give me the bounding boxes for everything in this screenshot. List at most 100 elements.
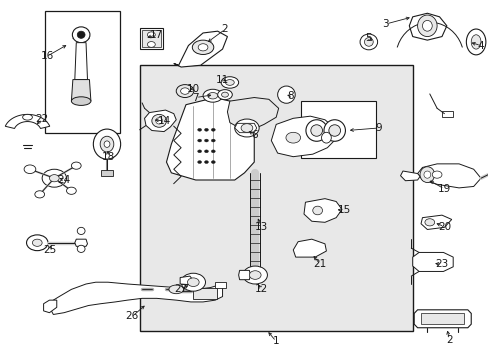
Bar bbox=[441, 111, 452, 117]
Text: 24: 24 bbox=[58, 175, 71, 185]
Text: 7: 7 bbox=[192, 93, 199, 103]
Ellipse shape bbox=[211, 139, 215, 142]
Ellipse shape bbox=[221, 77, 238, 88]
Ellipse shape bbox=[198, 44, 207, 51]
Polygon shape bbox=[227, 98, 278, 130]
Ellipse shape bbox=[422, 21, 431, 31]
Ellipse shape bbox=[211, 161, 215, 163]
Polygon shape bbox=[293, 239, 326, 257]
Text: 27: 27 bbox=[174, 284, 187, 294]
Ellipse shape bbox=[197, 150, 201, 153]
Ellipse shape bbox=[470, 35, 480, 49]
Polygon shape bbox=[75, 42, 87, 80]
Ellipse shape bbox=[93, 129, 121, 159]
Ellipse shape bbox=[197, 161, 201, 163]
Ellipse shape bbox=[234, 119, 259, 137]
Bar bbox=[44, 12, 120, 134]
Text: 14: 14 bbox=[157, 116, 170, 126]
Ellipse shape bbox=[42, 169, 66, 187]
Text: 12: 12 bbox=[254, 284, 267, 294]
Text: 26: 26 bbox=[125, 311, 139, 321]
Ellipse shape bbox=[168, 285, 183, 294]
Ellipse shape bbox=[156, 118, 162, 124]
Ellipse shape bbox=[423, 171, 430, 178]
Polygon shape bbox=[43, 300, 57, 313]
Text: 22: 22 bbox=[36, 114, 49, 124]
Text: 23: 23 bbox=[434, 259, 447, 269]
Ellipse shape bbox=[305, 120, 327, 141]
Ellipse shape bbox=[32, 239, 42, 246]
Ellipse shape bbox=[364, 38, 372, 46]
Polygon shape bbox=[420, 215, 451, 229]
Ellipse shape bbox=[204, 129, 208, 131]
Ellipse shape bbox=[71, 162, 81, 169]
Text: 15: 15 bbox=[337, 206, 350, 216]
Ellipse shape bbox=[424, 219, 434, 226]
Ellipse shape bbox=[211, 129, 215, 131]
Ellipse shape bbox=[221, 92, 228, 97]
Ellipse shape bbox=[77, 245, 85, 252]
Polygon shape bbox=[417, 164, 480, 188]
Polygon shape bbox=[420, 314, 463, 324]
Polygon shape bbox=[71, 80, 91, 101]
Ellipse shape bbox=[241, 124, 252, 132]
Polygon shape bbox=[234, 123, 256, 133]
Bar bbox=[142, 30, 160, 46]
Ellipse shape bbox=[417, 15, 436, 37]
Ellipse shape bbox=[310, 125, 322, 136]
Ellipse shape bbox=[203, 89, 222, 102]
Text: 11: 11 bbox=[216, 75, 229, 85]
Ellipse shape bbox=[419, 167, 434, 183]
Text: 8: 8 bbox=[287, 91, 294, 101]
Ellipse shape bbox=[77, 227, 85, 234]
Ellipse shape bbox=[249, 271, 261, 279]
Ellipse shape bbox=[207, 93, 217, 99]
Ellipse shape bbox=[49, 175, 59, 182]
Bar bbox=[140, 65, 412, 330]
Polygon shape bbox=[408, 13, 446, 40]
Text: 10: 10 bbox=[186, 84, 200, 94]
Ellipse shape bbox=[204, 139, 208, 142]
Ellipse shape bbox=[22, 114, 32, 120]
Text: 18: 18 bbox=[101, 152, 114, 162]
Ellipse shape bbox=[100, 136, 114, 152]
Text: 19: 19 bbox=[437, 184, 450, 194]
Ellipse shape bbox=[197, 139, 201, 142]
Ellipse shape bbox=[197, 129, 201, 131]
Ellipse shape bbox=[204, 150, 208, 153]
Ellipse shape bbox=[328, 125, 340, 136]
Bar bbox=[215, 282, 225, 288]
Ellipse shape bbox=[26, 235, 48, 251]
Polygon shape bbox=[75, 239, 87, 246]
Polygon shape bbox=[166, 98, 254, 180]
Polygon shape bbox=[144, 110, 176, 132]
Polygon shape bbox=[49, 282, 222, 315]
Ellipse shape bbox=[211, 150, 215, 153]
Text: 1: 1 bbox=[272, 336, 279, 346]
Ellipse shape bbox=[359, 34, 377, 50]
Ellipse shape bbox=[187, 278, 199, 287]
Ellipse shape bbox=[180, 88, 189, 94]
Polygon shape bbox=[413, 310, 470, 328]
Ellipse shape bbox=[152, 114, 166, 127]
Ellipse shape bbox=[35, 191, 44, 198]
Ellipse shape bbox=[77, 31, 85, 39]
Ellipse shape bbox=[104, 141, 110, 147]
Text: 17: 17 bbox=[150, 30, 163, 40]
Polygon shape bbox=[5, 114, 50, 129]
Ellipse shape bbox=[181, 273, 205, 291]
Bar bbox=[140, 28, 163, 49]
Ellipse shape bbox=[277, 86, 295, 103]
Ellipse shape bbox=[243, 266, 267, 284]
Ellipse shape bbox=[176, 85, 193, 98]
Ellipse shape bbox=[225, 80, 234, 85]
Text: 2: 2 bbox=[445, 334, 452, 345]
Text: 16: 16 bbox=[41, 51, 54, 61]
Ellipse shape bbox=[147, 41, 155, 47]
Polygon shape bbox=[400, 171, 419, 181]
Ellipse shape bbox=[66, 187, 76, 194]
Ellipse shape bbox=[192, 40, 213, 54]
Ellipse shape bbox=[312, 206, 322, 215]
Polygon shape bbox=[173, 31, 227, 67]
Polygon shape bbox=[180, 276, 193, 285]
